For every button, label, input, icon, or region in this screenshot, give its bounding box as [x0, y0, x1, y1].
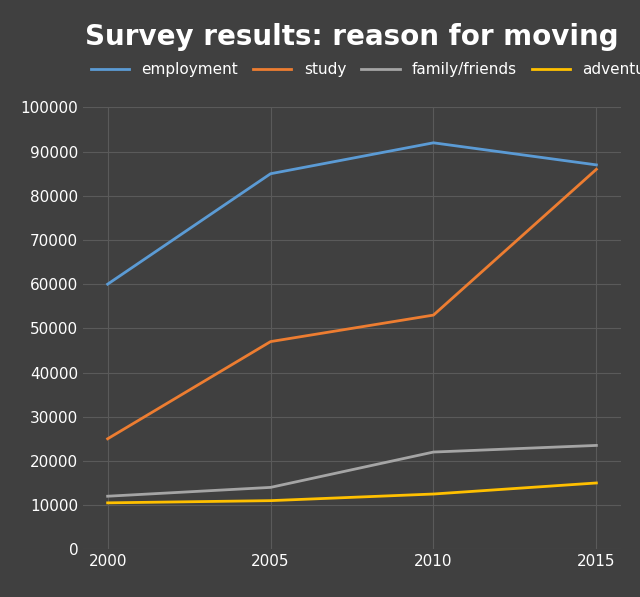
- family/friends: [104, 493, 111, 500]
- Legend: employment, study, family/friends, adventure: employment, study, family/friends, adven…: [91, 62, 640, 77]
- employment: [104, 281, 111, 288]
- Title: Survey results: reason for moving: Survey results: reason for moving: [85, 23, 619, 51]
- study: [429, 312, 437, 319]
- employment: [267, 170, 275, 177]
- family/friends: [429, 448, 437, 456]
- adventure: [104, 499, 111, 506]
- adventure: [267, 497, 275, 504]
- Line: study: study: [108, 170, 596, 439]
- family/friends: [593, 442, 600, 449]
- adventure: [429, 491, 437, 498]
- employment: [593, 161, 600, 168]
- family/friends: [267, 484, 275, 491]
- study: [104, 435, 111, 442]
- study: [593, 166, 600, 173]
- Line: adventure: adventure: [108, 483, 596, 503]
- employment: [429, 139, 437, 146]
- study: [267, 338, 275, 345]
- Line: employment: employment: [108, 143, 596, 284]
- Line: family/friends: family/friends: [108, 445, 596, 496]
- adventure: [593, 479, 600, 487]
